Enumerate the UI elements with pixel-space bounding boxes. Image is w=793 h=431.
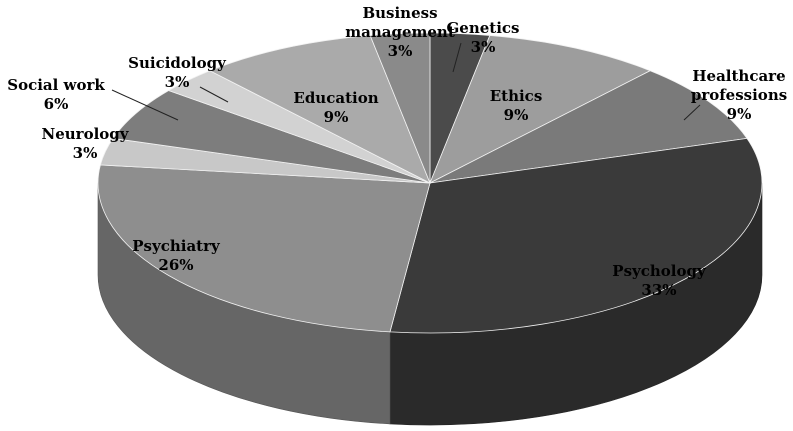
pie-slice-healthcare-professions	[429, 70, 748, 184]
slice-category-label: Psychiatry	[132, 237, 221, 255]
slice-value-label: 9%	[504, 106, 529, 124]
slice-value-label: 26%	[158, 256, 193, 274]
slice-label-social-work: Social work 6%	[7, 76, 105, 113]
slice-label-education: Education 9%	[293, 89, 378, 126]
slice-label-genetics: Genetics 3%	[446, 19, 519, 56]
slice-category-label: Neurology	[42, 125, 130, 143]
slice-value-label: 3%	[388, 42, 413, 60]
slice-label-healthcare-professions: Healthcare professions 9%	[691, 67, 787, 123]
leader-line-healthcare-professions	[683, 104, 701, 121]
slice-label-business-management: Business management 3%	[345, 4, 455, 60]
leader-lines	[111, 42, 701, 121]
slice-category-label: Education	[293, 89, 378, 107]
slice-value-label: 9%	[324, 108, 349, 126]
slice-category-label: Psychology	[612, 262, 707, 280]
slice-category-label: Social work	[7, 76, 105, 94]
slice-value-label: 33%	[641, 281, 676, 299]
leader-line-genetics	[452, 42, 462, 73]
leader-line-social-work	[111, 89, 179, 121]
pie-slice-ethics	[429, 35, 652, 184]
slice-value-label: 3%	[471, 38, 496, 56]
pie-slice-business-management	[369, 32, 431, 184]
pie-slice-psychiatry	[97, 164, 431, 333]
slice-label-neurology: Neurology 3%	[42, 125, 130, 162]
slice-value-label: 3%	[165, 73, 190, 91]
slice-category-label: Ethics	[490, 87, 543, 105]
slice-label-psychology: Psychology 33%	[612, 262, 707, 299]
slice-value-label: 9%	[727, 105, 752, 123]
slice-value-label: 6%	[44, 95, 69, 113]
slice-category-label: professions	[691, 86, 787, 104]
slice-category-label: Healthcare	[692, 67, 785, 85]
slice-category-label: management	[345, 23, 455, 41]
pie-slices	[97, 32, 763, 334]
slice-value-label: 3%	[73, 144, 98, 162]
slice-label-suicidology: Suicidology 3%	[128, 54, 227, 91]
pie-slice-psychology	[389, 137, 763, 334]
pie-slice-education	[208, 35, 431, 184]
slice-labels: Genetics 3%Ethics 9%Healthcare professions 9…	[7, 4, 787, 299]
slice-category-label: Suicidology	[128, 54, 227, 72]
slice-label-psychiatry: Psychiatry 26%	[132, 237, 221, 274]
slice-label-ethics: Ethics 9%	[490, 87, 543, 124]
slice-category-label: Business	[362, 4, 437, 22]
slice-category-label: Genetics	[446, 19, 519, 37]
leader-line-suicidology	[199, 86, 229, 103]
